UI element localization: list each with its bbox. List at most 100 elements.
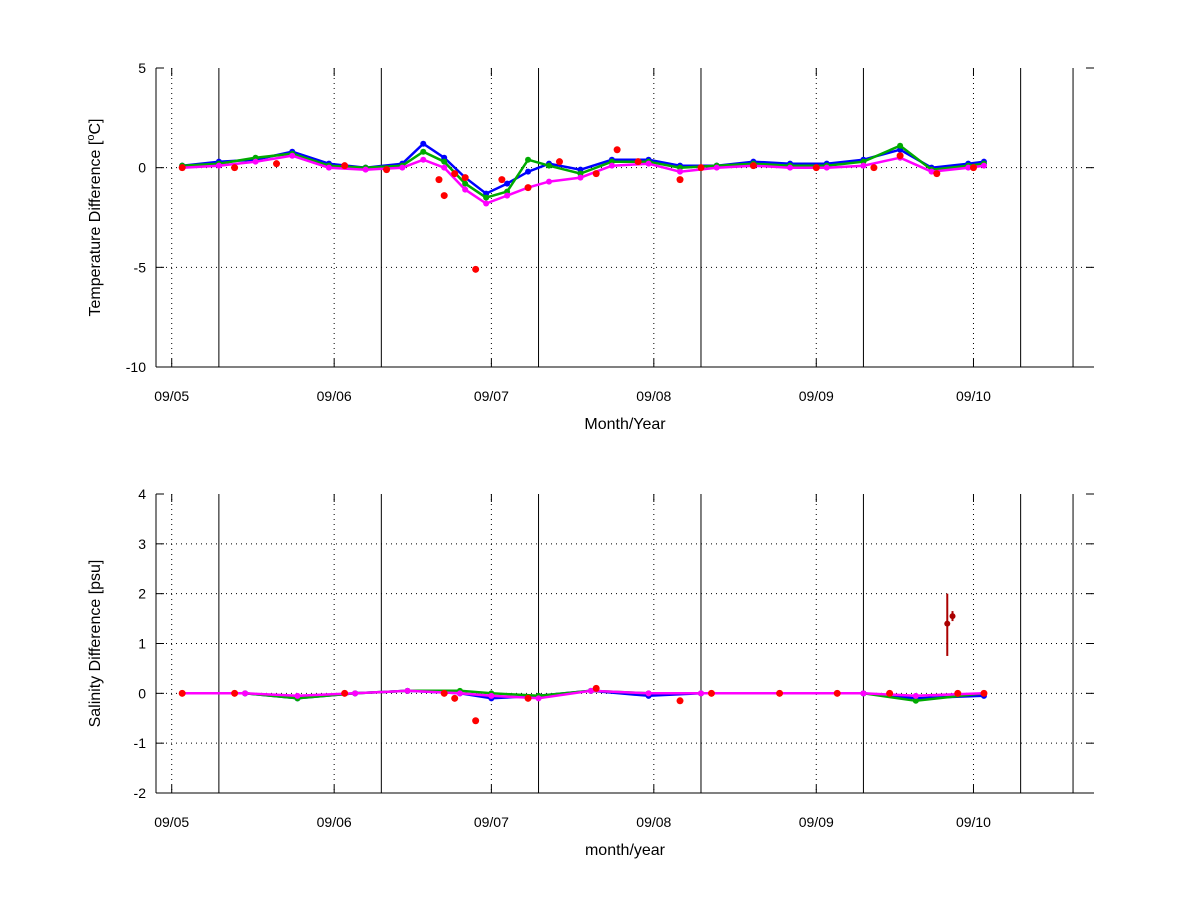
data-point (435, 176, 443, 184)
data-point (472, 265, 480, 273)
data-point (524, 694, 532, 702)
data-point (886, 689, 894, 697)
x-tick-label: 09/05 (154, 814, 189, 830)
x-tick-label: 09/06 (317, 814, 352, 830)
series-3 (178, 684, 988, 725)
series-2 (179, 152, 987, 207)
data-point (178, 164, 186, 172)
data-point (294, 692, 301, 699)
y-label-main: Temperature Difference [ (87, 140, 104, 316)
x-tick-label: 09/09 (799, 814, 834, 830)
x-tick-label: 09/07 (474, 388, 509, 404)
data-point (870, 164, 878, 172)
y-tick-label: 0 (138, 160, 146, 176)
y-tick-label: 2 (138, 586, 146, 602)
data-point (252, 158, 259, 165)
data-point (456, 690, 463, 697)
data-point (546, 178, 553, 185)
data-point (928, 168, 935, 175)
data-point (965, 164, 972, 171)
data-point (776, 689, 784, 697)
data-point (713, 164, 720, 171)
y-axis-label: Salinity Difference [psu] (87, 560, 104, 728)
data-point (634, 158, 642, 166)
data-point (707, 689, 715, 697)
data-point (462, 180, 469, 187)
data-point (504, 192, 511, 199)
data-point (969, 164, 977, 172)
data-point (362, 166, 369, 173)
data-point (592, 684, 600, 692)
data-point (441, 158, 448, 165)
x-axis-label: month/year (585, 842, 666, 859)
y-tick-label: -2 (134, 785, 147, 801)
data-point (749, 162, 757, 170)
x-tick-label: 09/10 (956, 814, 991, 830)
data-point (420, 140, 427, 147)
data-point (404, 687, 411, 694)
data-point (440, 689, 448, 697)
data-point (441, 164, 448, 171)
data-point (980, 689, 988, 697)
data-point (525, 156, 532, 163)
data-point (535, 695, 542, 702)
y-tick-label: 3 (138, 536, 146, 552)
series-1 (179, 142, 987, 201)
data-point (178, 689, 186, 697)
y-tick-label: 0 (138, 685, 146, 701)
data-point (897, 142, 904, 149)
data-point (488, 692, 495, 699)
data-point (215, 162, 222, 169)
data-point (912, 692, 919, 699)
data-point (461, 174, 469, 182)
data-point (812, 164, 820, 172)
data-point (420, 148, 427, 155)
data-point (954, 689, 962, 697)
data-point (352, 690, 359, 697)
data-point (787, 164, 794, 171)
x-axis-label: Month/Year (584, 416, 666, 433)
y-tick-label: -5 (134, 259, 147, 275)
data-point (949, 613, 956, 620)
x-tick-label: 09/07 (474, 814, 509, 830)
y-label-superscript: o (85, 135, 97, 141)
data-point (613, 146, 621, 154)
x-tick-label: 09/10 (956, 388, 991, 404)
data-point (592, 170, 600, 178)
y-label-tail: C] (87, 119, 104, 135)
data-point (944, 620, 951, 627)
x-tick-label: 09/08 (636, 814, 671, 830)
data-point (933, 170, 941, 178)
data-point (555, 158, 563, 166)
x-tick-label: 09/05 (154, 388, 189, 404)
data-point (399, 164, 406, 171)
data-point (676, 176, 684, 184)
data-point (504, 180, 511, 187)
data-point (645, 690, 652, 697)
data-point (483, 200, 490, 207)
data-point (677, 168, 684, 175)
x-tick-label: 09/06 (317, 388, 352, 404)
y-axis-label: Temperature Difference [oC] (85, 119, 104, 317)
data-point (608, 162, 615, 169)
data-point (341, 689, 349, 697)
data-point (896, 152, 904, 160)
y-tick-label: 1 (138, 636, 146, 652)
data-point (273, 160, 281, 168)
data-point (231, 689, 239, 697)
y-tick-label: -1 (134, 735, 147, 751)
data-point (483, 194, 490, 201)
series-3 (178, 146, 977, 273)
data-point (912, 697, 919, 704)
data-point (980, 162, 987, 169)
data-point (525, 168, 532, 175)
data-point (498, 176, 506, 184)
data-point (451, 694, 459, 702)
data-point (860, 162, 867, 169)
y-tick-label: 4 (138, 486, 146, 502)
series-0 (179, 140, 987, 197)
data-point (676, 697, 684, 705)
x-tick-label: 09/08 (636, 388, 671, 404)
data-point (341, 162, 349, 170)
